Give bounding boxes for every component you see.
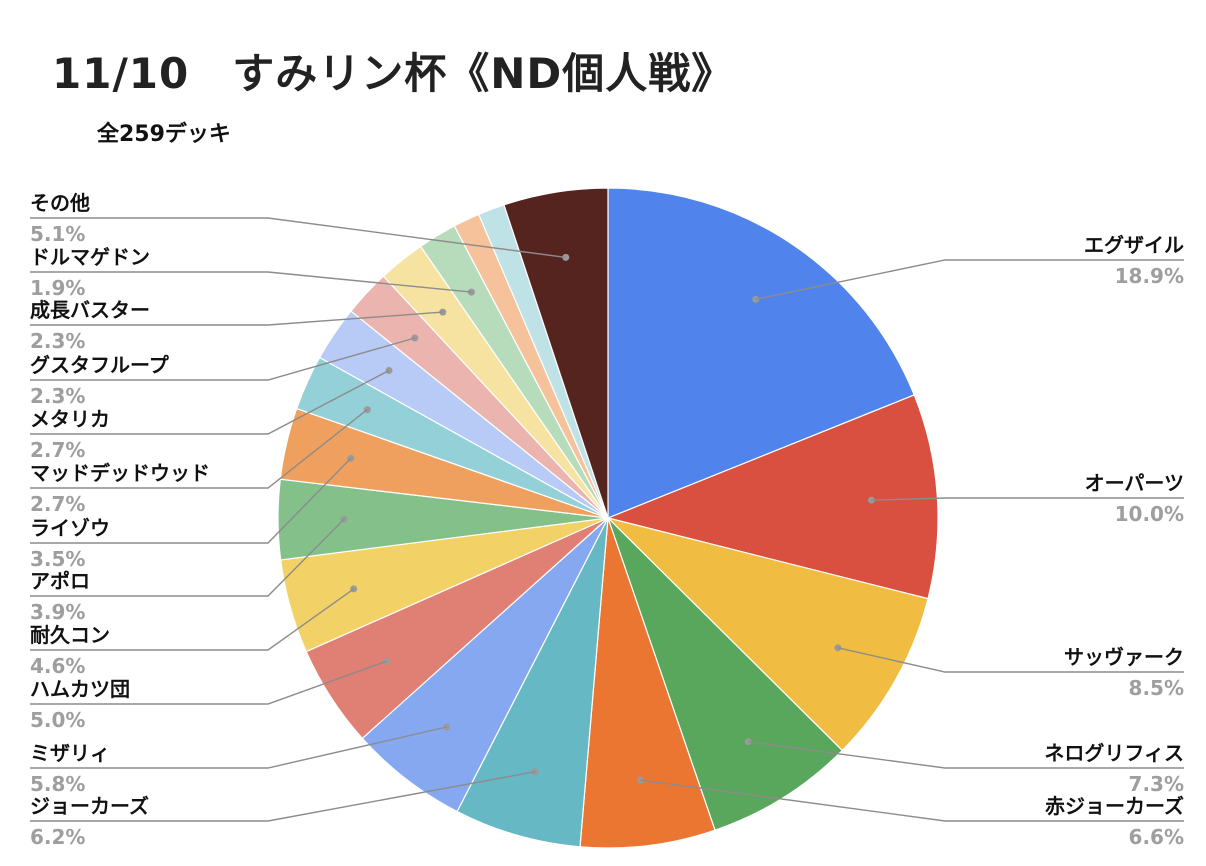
pie-slice — [607, 187, 915, 519]
slice-percent-label: 6.2% — [30, 825, 85, 849]
slice-label: ハムカツ団 — [30, 677, 130, 701]
leader-line — [30, 217, 566, 259]
slice-percent-label: 4.6% — [30, 654, 85, 678]
slice-label: エグザイル — [1084, 233, 1184, 257]
slice-percent-label: 3.5% — [30, 547, 85, 571]
slice-label: マッドデッドウッド — [30, 461, 210, 485]
slice-percent-label: 10.0% — [1115, 502, 1184, 526]
chart-subtitle: 全259デッキ — [97, 122, 231, 147]
slice-label: ドルマゲドン — [30, 245, 150, 269]
leader-line — [30, 409, 368, 489]
slice-label: ミザリィ — [30, 741, 110, 765]
pie-slice — [606, 394, 939, 600]
pie-slice — [579, 517, 716, 849]
slice-percent-label: 2.3% — [30, 329, 85, 353]
slice-label: 赤ジョーカーズ — [1045, 794, 1184, 818]
leader-line — [30, 660, 387, 705]
slice-percent-label: 3.9% — [30, 600, 85, 624]
slice-percent-label: 2.3% — [30, 384, 85, 408]
slice-label: ライゾウ — [30, 516, 110, 540]
slice-label: 成長バスター — [30, 298, 150, 322]
leader-line — [30, 771, 536, 822]
slice-percent-label: 2.7% — [30, 438, 85, 462]
pie-slice — [607, 517, 844, 831]
pie-slice — [606, 516, 929, 752]
slice-percent-label: 5.8% — [30, 772, 85, 796]
slice-label: オーパーツ — [1085, 471, 1184, 495]
slice-percent-label: 6.6% — [1129, 825, 1184, 849]
leader-line — [30, 311, 443, 326]
slice-label: アポロ — [30, 569, 90, 593]
leader-line — [30, 337, 415, 381]
leader-line — [30, 518, 345, 597]
slice-label: 耐久コン — [30, 623, 110, 647]
slice-label: ジョーカーズ — [30, 794, 149, 818]
slice-percent-label: 1.9% — [30, 276, 85, 300]
leader-line — [30, 726, 447, 769]
leader-line — [30, 369, 390, 435]
slice-label: その他 — [30, 191, 90, 215]
slice-percent-label: 7.3% — [1129, 772, 1184, 796]
slice-label: サッヴァーク — [1064, 645, 1184, 669]
leader-line — [30, 271, 472, 293]
pie-slice — [456, 517, 609, 848]
leader-line — [837, 647, 1184, 673]
leader-line — [871, 497, 1184, 501]
slice-label: ネログリフィス — [1044, 741, 1184, 765]
leader-line — [755, 259, 1184, 300]
slice-percent-label: 5.1% — [30, 222, 85, 246]
leader-line — [30, 457, 352, 544]
slice-label: メタリカ — [30, 407, 110, 431]
leader-line — [30, 588, 355, 651]
pie-slice — [503, 187, 609, 519]
slice-percent-label: 2.7% — [30, 492, 85, 516]
chart-title: 11/10 すみリン杯《ND個人戦》 — [52, 49, 735, 98]
slice-percent-label: 5.0% — [30, 708, 85, 732]
slice-label: グスタフループ — [30, 353, 170, 377]
slice-percent-label: 8.5% — [1129, 676, 1184, 700]
leader-line — [640, 779, 1184, 822]
leader-line — [748, 741, 1184, 769]
slice-percent-label: 18.9% — [1115, 264, 1184, 288]
